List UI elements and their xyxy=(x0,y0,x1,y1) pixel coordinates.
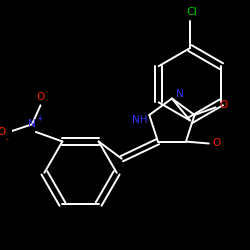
Text: N: N xyxy=(28,119,36,129)
Text: Cl: Cl xyxy=(186,7,197,17)
Text: O: O xyxy=(219,100,227,110)
Text: +: + xyxy=(36,114,43,123)
Text: NH: NH xyxy=(132,115,148,125)
Text: O: O xyxy=(36,92,45,102)
Text: O: O xyxy=(0,127,6,137)
Text: -: - xyxy=(6,135,8,144)
Text: O: O xyxy=(212,138,220,148)
Text: N: N xyxy=(176,89,184,99)
